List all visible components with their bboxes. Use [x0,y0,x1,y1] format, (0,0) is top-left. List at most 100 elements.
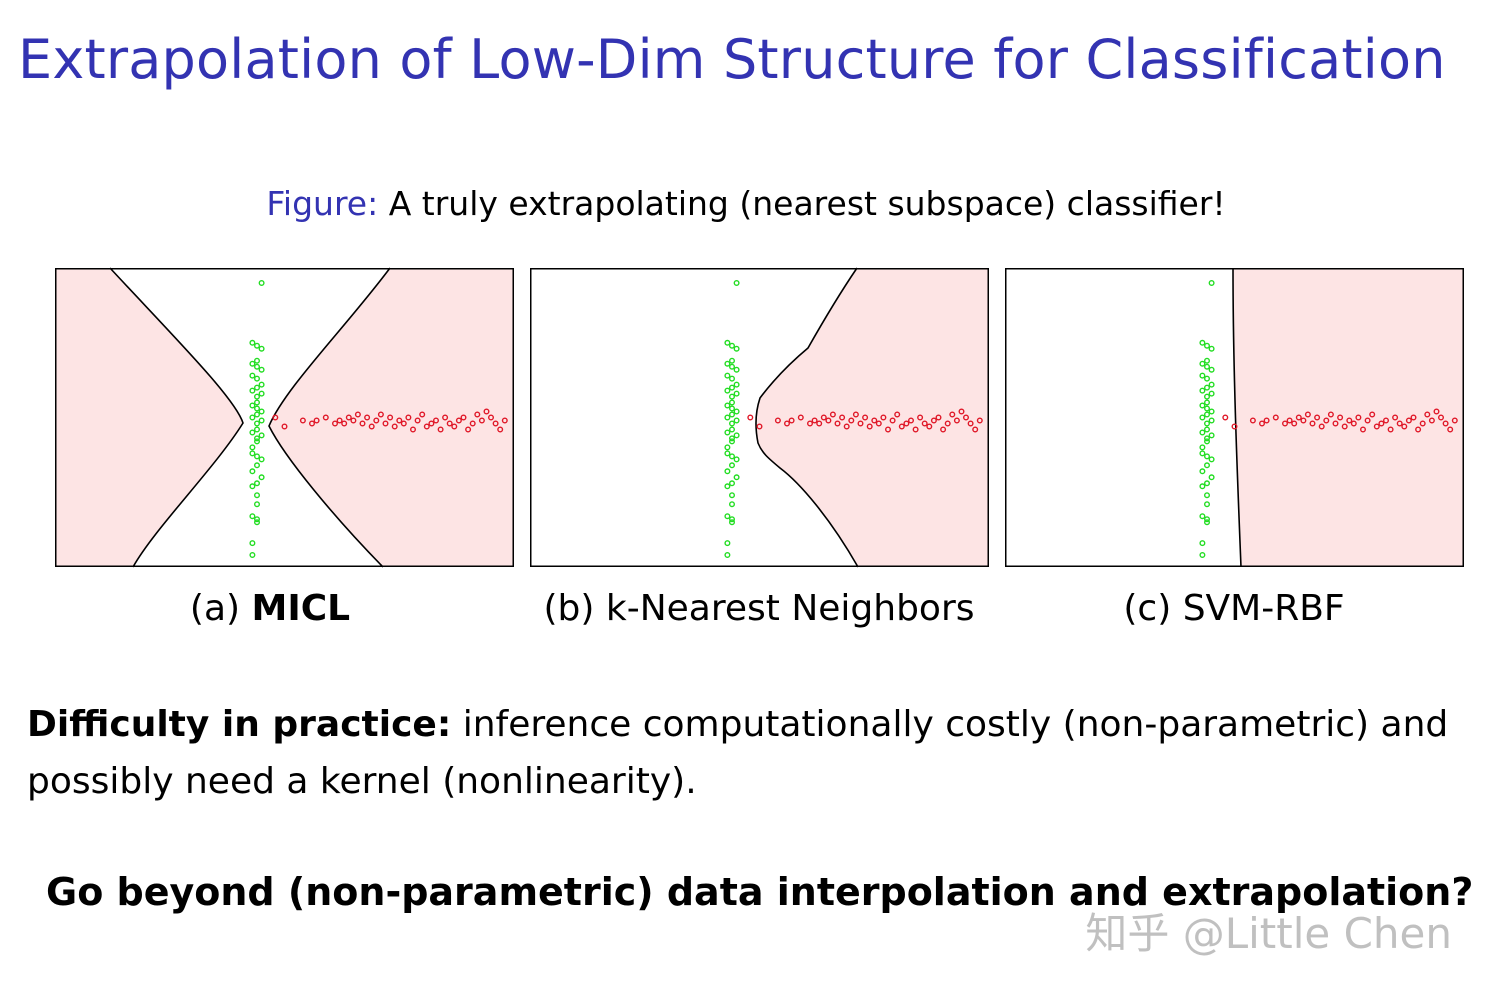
panel-c-point-s0-9 [1208,474,1215,481]
panel-a-point-s1-30 [442,414,449,421]
panel-a-point-s0-21 [253,420,260,427]
panel-a-point-s0-9 [258,474,265,481]
panel-b-point-s0-38 [724,360,731,367]
panel-a-point-s1-22 [405,414,412,421]
panel-b-point-s1-23 [885,426,892,433]
panel-c-point-s0-29 [1203,393,1210,400]
panel-a-point-s0-37 [253,363,260,370]
panel-c-point-s0-22 [1208,417,1215,424]
panel-b-point-s1-15 [848,417,855,424]
panel-a-point-s1-38 [478,417,485,424]
panel-a-point-s1-1 [281,423,288,430]
panel-b-point-s0-10 [724,468,731,475]
panel-b-point-s1-31 [921,420,928,427]
panel-b-label: k-Nearest Neighbors [605,588,975,629]
panel-b-point-s0-5 [728,501,735,508]
panel-b-frame [530,268,989,567]
panel-b-caption: (b) k-Nearest Neighbors [543,588,974,629]
panel-c-point-s0-24 [1203,411,1210,418]
panel-a-point-s0-32 [253,384,260,391]
panel-b-point-s0-30 [733,390,740,397]
panel-a-point-s0-39 [253,357,260,364]
panel-c-point-s1-23 [1360,426,1367,433]
panel-c-caption: (c) SVM-RBF [1123,588,1344,629]
panel-a-point-s0-0 [249,552,256,559]
panel-a-point-s0-30 [258,390,265,397]
panel-c-point-s0-26 [1203,405,1210,412]
panel-c-point-s0-5 [1203,501,1210,508]
panel-c-point-s1-33 [1405,417,1412,424]
panel-c-point-s0-1 [1199,540,1206,547]
panel-c-point-s1-16 [1327,411,1334,418]
panel-c-point-s0-25 [1208,408,1215,415]
panel-c-point-s1-11 [1304,411,1311,418]
panel-b-point-s0-39 [728,357,735,364]
panel-a-point-s0-6 [253,492,260,499]
panel-b-point-s0-4 [724,513,731,520]
panel-c-point-s0-12 [1208,456,1215,463]
panel-a-point-s0-7 [249,483,256,490]
panel-a-point-s1-19 [391,423,398,430]
panel-b-point-s1-12 [834,420,841,427]
panel-b-point-s1-4 [788,417,795,424]
panel-a-point-s1-9 [345,414,352,421]
panel-c-point-s1-0 [1222,414,1229,421]
closing-question: Go beyond (non-parametric) data interpol… [46,870,1474,914]
panel-a-point-s0-5 [253,501,260,508]
panel-a-point-s0-24 [253,411,260,418]
panel-b-point-s1-24 [889,417,896,424]
panel-b-point-s0-32 [728,384,735,391]
panel-c-point-s1-7 [1286,417,1293,424]
panel-a-boundary-1 [268,267,391,568]
panel-b-point-s0-22 [733,417,740,424]
panel-a-point-s0-31 [249,387,256,394]
panel-b-point-s1-18 [862,414,869,421]
panel-a-point-s0-13 [253,453,260,460]
panel-a-region-1 [269,268,514,567]
figure-caption-text: A truly extrapolating (nearest subspace)… [388,184,1226,223]
panel-c-point-s0-18 [1208,432,1215,439]
panel-a-point-s0-40 [258,345,265,352]
panel-c-point-s1-37 [1424,411,1431,418]
panel-a-point-s1-5 [322,414,329,421]
panel-b-point-s0-19 [724,429,731,436]
panel-b-point-s0-41 [728,342,735,349]
panel-b-point-s1-25 [894,411,901,418]
panel-b-point-s1-20 [871,417,878,424]
panel-b-point-s0-31 [724,387,731,394]
panel-a-point-s1-8 [341,420,348,427]
panel-b-point-s0-29 [728,393,735,400]
panel-b-point-s0-3 [728,516,735,523]
panel-b-point-s0-18 [733,432,740,439]
panel-c-point-s1-31 [1396,420,1403,427]
panel-a-point-s1-37 [474,411,481,418]
panel-b-point-s1-10 [825,417,832,424]
panel-c-point-s1-1 [1231,423,1238,430]
panel-b-point-s1-41 [967,420,974,427]
panel-c-prefix: (c) [1123,588,1172,629]
panel-c-point-s1-9 [1295,414,1302,421]
panel-b-point-s1-13 [839,414,846,421]
panel-a-point-s1-4 [313,417,320,424]
panel-b-point-s0-16 [728,438,735,445]
panel-c-point-s1-29 [1387,426,1394,433]
panel-b-point-s0-24 [728,411,735,418]
panel-a-point-s0-38 [249,360,256,367]
panel-b-point-s1-7 [811,417,818,424]
panel-a-point-s1-13 [364,414,371,421]
panel-c-point-s1-2 [1249,417,1256,424]
panel-a-point-s1-41 [492,420,499,427]
panel-a-point-s1-25 [419,411,426,418]
panel-a-point-s0-12 [258,456,265,463]
panel-c-point-s1-28 [1383,417,1390,424]
panel-c-point-s0-42 [1199,339,1206,346]
panel-a-caption: (a) MICL [190,588,350,629]
figure-caption-lead: Figure: [266,184,379,223]
panel-c-point-s0-8 [1203,480,1210,487]
panel-b-point-s1-27 [903,420,910,427]
panel-c-point-s1-10 [1300,417,1307,424]
panel-c-point-s0-17 [1203,435,1210,442]
panel-b-point-s1-37 [949,411,956,418]
panel-a-point-s0-20 [253,426,260,433]
panel-b-point-s1-2 [774,417,781,424]
